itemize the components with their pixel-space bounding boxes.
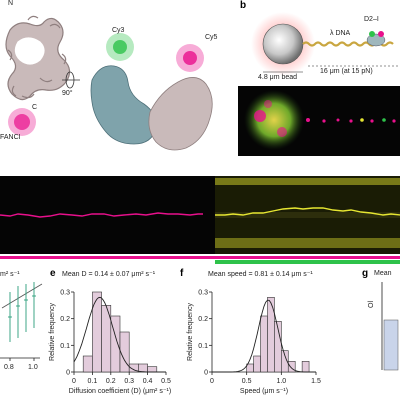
y-tick-label: 0.3 [198, 290, 208, 297]
panel-f: f Mean speed = 0.81 ± 0.14 μm s⁻¹ 0 0.5 1.… [178, 268, 323, 400]
panel-g-plot [381, 282, 399, 371]
bead-size-label: 4.8 μm bead [258, 74, 298, 81]
label-n: N [8, 0, 14, 7]
x-tick-label: 1.5 [311, 378, 321, 385]
y-tick-label: 0.1 [60, 343, 70, 350]
dna-label: λ DNA [330, 30, 351, 37]
panel-g-title: Mean [374, 270, 392, 277]
panel-letter-e: e [50, 268, 56, 279]
dna-fluorescent-spots [306, 118, 396, 123]
histogram-bar [287, 361, 296, 373]
panel-b: b λ DNA D2–I 4.8 μm bead 16 μm (at 15 pN… [238, 0, 400, 160]
label-cy3: Cy3 [112, 27, 125, 34]
panel-e: e Mean D = 0.14 ± 0.07 μm² s⁻¹ 0 0.1 0.2 0.… [48, 268, 176, 400]
fanci-structure [5, 15, 71, 101]
histogram-bar [301, 361, 310, 373]
x-tick-label: 1.0 [276, 378, 286, 385]
panel-e-title: Mean D = 0.14 ± 0.07 μm² s⁻¹ [62, 271, 156, 278]
x-tick-label: 0.3 [124, 378, 134, 385]
histogram-bar [119, 331, 130, 373]
histogram-bar [82, 355, 93, 373]
panel-d-plot [0, 282, 43, 361]
x-tick-label: 0.5 [161, 378, 171, 385]
rotation-icon [62, 71, 80, 89]
label-fanci: FANCI [0, 134, 21, 141]
bead-icon [262, 23, 304, 65]
x-tick-label: 0 [210, 378, 214, 385]
panel-d-xtick-1: 1.0 [28, 364, 38, 371]
label-cy5: Cy5 [205, 34, 218, 41]
y-tick-label: 0.2 [198, 316, 208, 323]
histogram-bar [138, 363, 148, 373]
label-c: C [32, 104, 38, 111]
gaussian-fit-curve [212, 299, 316, 373]
complex-label: D2–I [364, 16, 379, 23]
x-tick-label: 0.5 [242, 378, 252, 385]
y-tick-label: 0.3 [60, 290, 70, 297]
panel-d-ylabel: m² s⁻¹ [0, 271, 20, 278]
panel-letter-g: g [362, 268, 369, 279]
fancd2-structure [90, 65, 157, 145]
x-tick-label: 0.4 [143, 378, 153, 385]
dna-length-label: 16 μm (at 15 pN) [320, 68, 373, 75]
x-tick-label: 0.1 [88, 378, 98, 385]
panel-letter-f: f [180, 268, 184, 279]
panel-g-fragment: g Mean Ol [362, 268, 400, 400]
fanci-structure-right [148, 77, 213, 151]
histogram-bar [253, 355, 261, 373]
speed-histogram: 0 0.5 1.0 1.5 0 0.1 0.2 0.3 Speed (μm s⁻¹) Relati… [187, 290, 321, 396]
panel-a: N C FANCI 90° Cy3 Cy5 [0, 0, 235, 160]
cy3-time-bar [215, 260, 400, 264]
histogram-bar [260, 315, 268, 373]
diffusion-histogram: 0 0.1 0.2 0.3 0.4 0.5 0 0.1 0.2 0.3 Diffusion coef… [49, 290, 171, 396]
y-tick-label: 0 [66, 370, 70, 377]
gaussian-fit-curve [73, 296, 166, 373]
histogram-bar [147, 366, 158, 373]
y-tick-label: 0 [204, 370, 208, 377]
y-tick-label: 0.1 [198, 343, 208, 350]
cy5-time-bar [0, 256, 400, 259]
kymograph [0, 176, 400, 264]
cy3-spot [113, 40, 127, 54]
x-axis-label: Speed (μm s⁻¹) [240, 388, 288, 395]
kymograph-trace-yellow [215, 207, 400, 216]
panel-d-xtick-0: 0.8 [4, 364, 14, 371]
kymograph-trace-magenta [0, 212, 203, 218]
panel-letter-b: b [240, 0, 247, 11]
panel-g-ylabel: Ol [368, 301, 375, 308]
x-tick-label: 0 [72, 378, 76, 385]
cy5-spot-left [14, 114, 30, 130]
fluorescence-snapshot [238, 86, 400, 156]
panel-f-title: Mean speed = 0.81 ± 0.14 μm s⁻¹ [208, 271, 313, 278]
optical-trap-schematic [251, 12, 400, 76]
y-axis-label: Relative frequency [187, 303, 194, 361]
cy5-spot-right [183, 51, 197, 65]
y-axis-label: Relative frequency [49, 303, 56, 361]
label-rotation: 90° [62, 90, 73, 97]
x-axis-label: Diffusion coefficient (D) (μm² s⁻¹) [69, 388, 171, 395]
cy3-dot-icon [369, 31, 375, 37]
y-tick-label: 0.2 [60, 316, 70, 323]
cy5-dot-icon [378, 31, 384, 37]
d2-i-complex-icon [366, 33, 386, 47]
histogram-bar [246, 363, 254, 373]
x-tick-label: 0.2 [106, 378, 116, 385]
protein-structures-figure [5, 15, 213, 151]
histogram-bar [274, 321, 282, 373]
panel-d-fragment: m² s⁻¹ 0.8 1.0 [0, 268, 45, 400]
